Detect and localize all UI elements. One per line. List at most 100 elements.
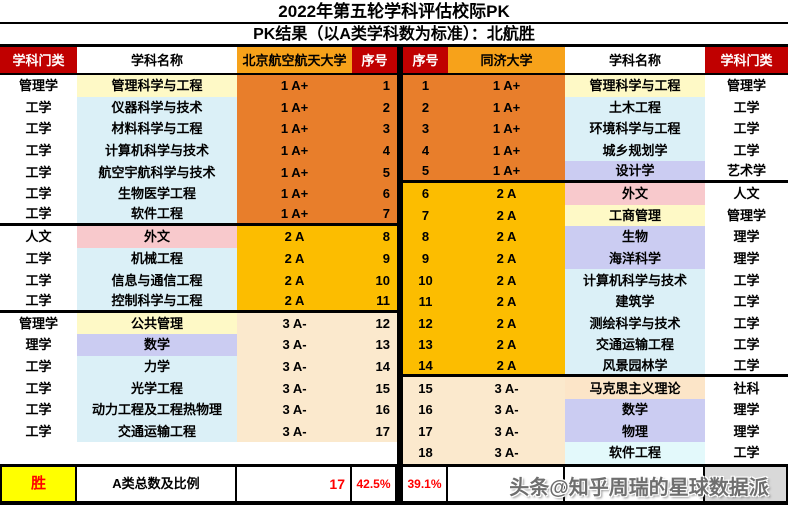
footer-win-badge: 胜: [0, 463, 77, 505]
right-category-cell: 工学: [733, 272, 760, 288]
header-subject-right: 学科名称: [565, 47, 705, 75]
header-tongji-university: 同济大学: [448, 47, 565, 75]
watermark: 头条@知乎周瑞的星球数据派: [509, 477, 769, 499]
left-subject-cell: 仪器科学与技术: [77, 96, 237, 119]
left-score-cell: 1 A+: [237, 182, 352, 205]
left-rank-cell: 5: [352, 161, 397, 183]
right-rank-cell: 8: [403, 226, 448, 248]
right-category-cell: 工学: [733, 337, 760, 353]
right-subject-cell: 物理: [565, 420, 705, 443]
header-rank-right: 序号: [403, 47, 448, 75]
left-subject-cell: 生物医学工程: [77, 182, 237, 205]
right-subject-cell: 测绘科学与技术: [565, 312, 705, 335]
right-subject-cell: 交通运输工程: [565, 334, 705, 356]
left-subject-cell: 机械工程: [77, 247, 237, 270]
left-score-cell: 3 A-: [237, 377, 352, 399]
left-category-cell: 工学: [25, 380, 52, 396]
left-rank-cell: 17: [352, 420, 397, 443]
left-rank-cell: 15: [352, 377, 397, 399]
right-rank-cell: 3: [403, 118, 448, 140]
footer-center-divider: [397, 463, 403, 505]
right-rank-cell: 17: [403, 420, 448, 443]
left-rank-cell: 4: [352, 139, 397, 162]
footer-beihang-a-count: 17: [237, 463, 352, 505]
footer-subject-blank: [565, 463, 705, 505]
right-score-cell: 2 A: [448, 312, 565, 335]
right-category-cell: 人文: [733, 186, 760, 202]
footer-tongji-a-ratio: 39.1%: [403, 463, 448, 505]
right-score-cell: 2 A: [448, 226, 565, 248]
left-subject-cell: 力学: [77, 355, 237, 378]
right-subject-cell: 外文: [565, 182, 705, 205]
left-category-cell: 工学: [25, 402, 52, 418]
right-subject-cell: 工商管理: [565, 204, 705, 227]
header-category-right: 学科门类: [705, 47, 788, 75]
left-category-cell: 管理学: [18, 315, 58, 331]
left-rank-cell: [352, 442, 397, 464]
right-subject-cell: 环境科学与工程: [565, 118, 705, 140]
center-divider: [397, 118, 403, 140]
center-divider: [397, 247, 403, 270]
right-category-cell: 管理学: [726, 78, 766, 94]
left-rank-cell: 7: [352, 204, 397, 227]
center-divider: [397, 96, 403, 119]
right-subject-cell: 城乡规划学: [565, 139, 705, 162]
center-divider: [397, 290, 403, 313]
right-category-cell: 理学: [733, 402, 760, 418]
left-category-cell: 工学: [25, 164, 52, 180]
center-divider: [397, 398, 403, 421]
right-score-cell: 2 A: [448, 182, 565, 205]
left-rank-cell: 1: [352, 75, 397, 97]
center-divider: [397, 226, 403, 248]
right-score-cell: 2 A: [448, 204, 565, 227]
left-category-cell: 工学: [25, 186, 52, 202]
left-score-cell: 1 A+: [237, 161, 352, 183]
center-divider: [397, 334, 403, 356]
header-category-left: 学科门类: [0, 47, 77, 75]
right-subject-cell: 软件工程: [565, 442, 705, 464]
right-rank-cell: 7: [403, 204, 448, 227]
right-category-cell: 工学: [733, 445, 760, 461]
pk-result-subtitle: PK结果（以A类学科数为标准）：北航胜: [0, 24, 788, 47]
right-score-cell: 1 A+: [448, 75, 565, 97]
left-score-cell: 3 A-: [237, 355, 352, 378]
center-divider: [397, 182, 403, 205]
left-score-cell: [237, 442, 352, 464]
left-score-cell: 2 A: [237, 269, 352, 291]
center-divider: [397, 161, 403, 183]
header-rank-left: 序号: [352, 47, 397, 75]
left-rank-cell: 14: [352, 355, 397, 378]
right-subject-cell: 风景园林学: [565, 355, 705, 378]
left-score-cell: 2 A: [237, 290, 352, 313]
left-subject-cell: 动力工程及工程热物理: [77, 398, 237, 421]
right-rank-cell: 10: [403, 269, 448, 291]
footer-beihang-a-ratio: 42.5%: [352, 463, 397, 505]
left-score-cell: 1 A+: [237, 118, 352, 140]
footer-category-blank: [705, 463, 788, 505]
left-rank-cell: 12: [352, 312, 397, 335]
left-subject-cell: 外文: [77, 226, 237, 248]
left-subject-cell: 数学: [77, 334, 237, 356]
right-score-cell: 2 A: [448, 334, 565, 356]
footer-tongji-a-count: 18: [448, 463, 565, 505]
right-score-cell: 3 A-: [448, 442, 565, 464]
right-subject-cell: 数学: [565, 398, 705, 421]
right-score-cell: 2 A: [448, 269, 565, 291]
center-divider: [397, 47, 403, 75]
left-category-cell: 人文: [25, 229, 52, 245]
left-category-cell: 工学: [25, 143, 52, 159]
right-rank-cell: 15: [403, 377, 448, 399]
center-divider: [397, 269, 403, 291]
right-category-cell: 理学: [733, 251, 760, 267]
right-category-cell: 社科: [733, 380, 760, 396]
right-rank-cell: 18: [403, 442, 448, 464]
left-subject-cell: 信息与通信工程: [77, 269, 237, 291]
right-category-cell: 理学: [733, 423, 760, 439]
left-score-cell: 3 A-: [237, 420, 352, 443]
left-score-cell: 2 A: [237, 247, 352, 270]
right-rank-cell: 9: [403, 247, 448, 270]
page-title: 2022年第五轮学科评估校际PK: [0, 0, 788, 24]
right-score-cell: 2 A: [448, 290, 565, 313]
left-category-cell: 工学: [25, 423, 52, 439]
left-score-cell: 3 A-: [237, 312, 352, 335]
